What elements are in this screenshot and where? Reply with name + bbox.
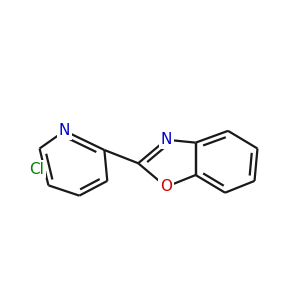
Text: O: O [160, 179, 172, 194]
Text: Cl: Cl [29, 162, 44, 177]
Text: N: N [160, 132, 172, 147]
Text: N: N [59, 123, 70, 138]
